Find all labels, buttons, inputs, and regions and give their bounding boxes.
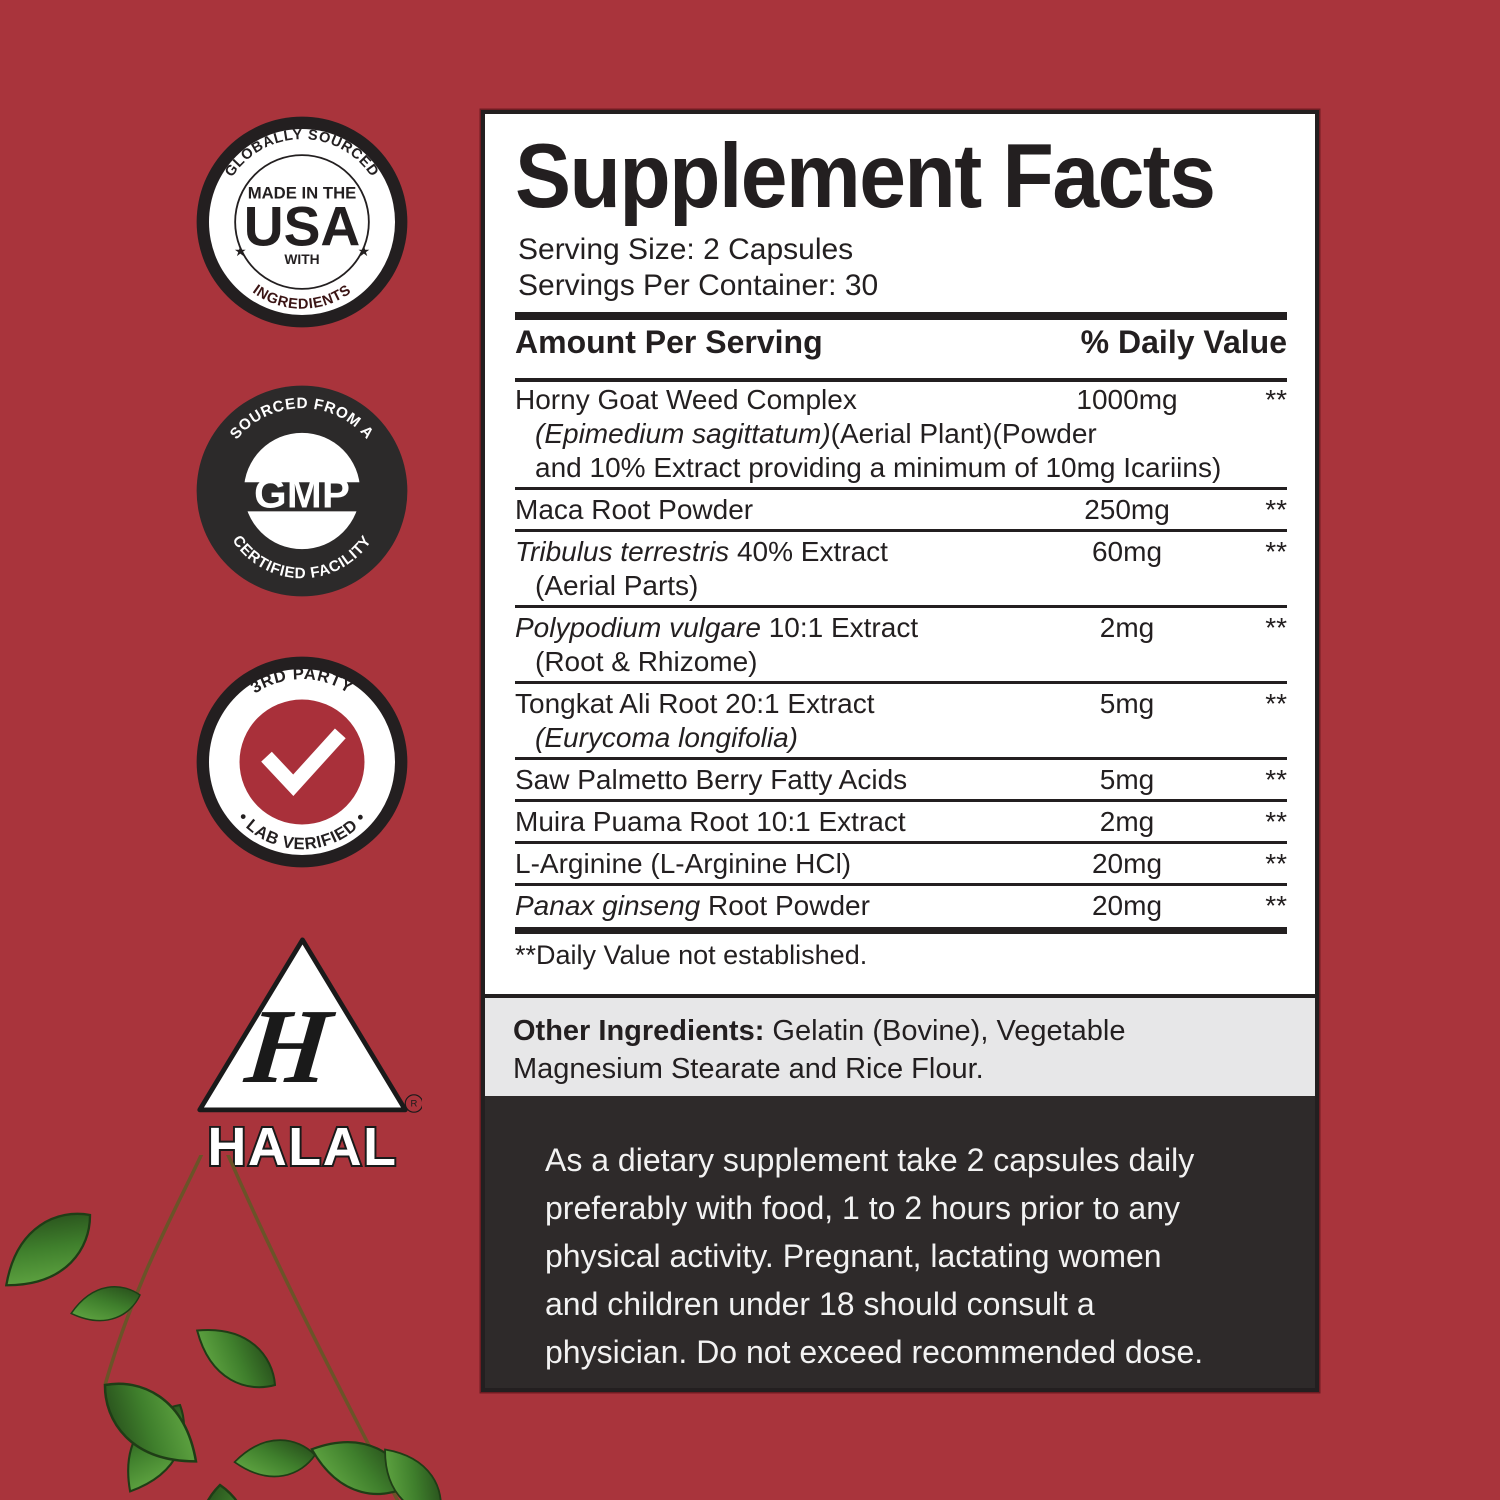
svg-text:★: ★ — [358, 244, 370, 259]
svg-text:USA: USA — [244, 195, 361, 257]
svg-text:WITH: WITH — [284, 252, 319, 267]
svg-text:R: R — [411, 1099, 418, 1110]
svg-text:GMP: GMP — [254, 470, 350, 517]
svg-text:H: H — [240, 988, 339, 1106]
svg-text:★: ★ — [234, 244, 246, 259]
